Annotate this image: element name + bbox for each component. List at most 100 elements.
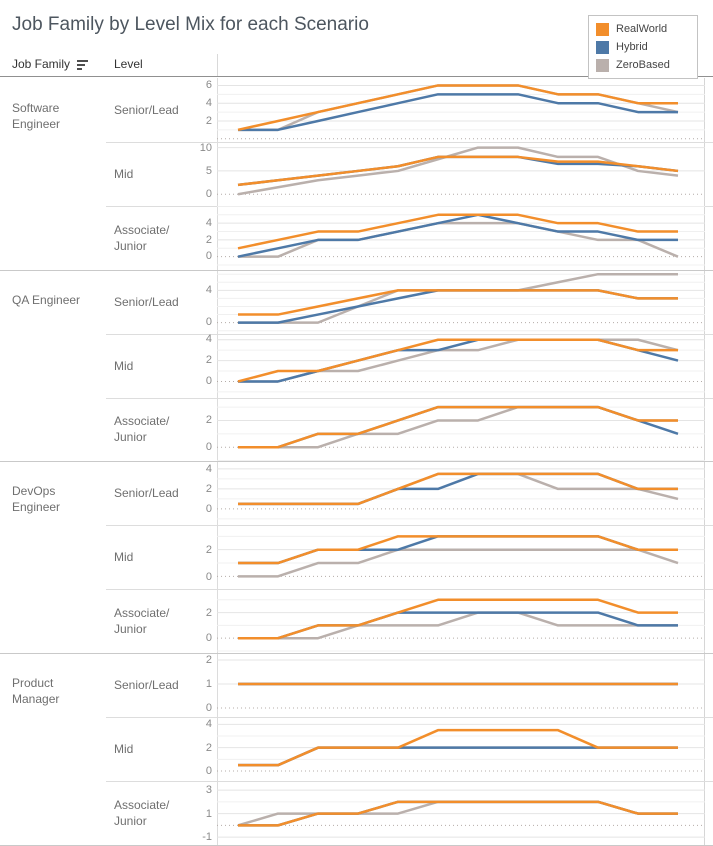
y-axis-tick-label: 0 bbox=[205, 702, 212, 715]
series-line-real-world[interactable] bbox=[238, 598, 678, 640]
y-axis-tick-label: 0 bbox=[205, 765, 212, 778]
series-line-zero-based[interactable] bbox=[238, 548, 679, 578]
series-line-real-world[interactable] bbox=[238, 728, 678, 767]
line-chart-pane bbox=[217, 535, 705, 578]
job-family-column-header[interactable]: Job Family bbox=[12, 57, 89, 71]
level-separator bbox=[106, 780, 713, 782]
y-axis-tick-label: 2 bbox=[205, 483, 212, 496]
series-line-zero-based[interactable] bbox=[238, 746, 678, 767]
series-line-real-world[interactable] bbox=[238, 288, 678, 316]
sort-descending-icon[interactable] bbox=[77, 59, 89, 70]
panel-row: Mid 0 2 4 bbox=[0, 333, 713, 398]
legend-label: RealWorld bbox=[616, 23, 668, 35]
level-separator bbox=[106, 525, 713, 527]
series-line-real-world[interactable] bbox=[238, 800, 678, 827]
legend-swatch-realworld bbox=[596, 22, 609, 36]
level-label: Mid bbox=[114, 358, 134, 373]
y-axis-tick-label: 4 bbox=[205, 216, 212, 229]
series-line-zero-based[interactable] bbox=[238, 405, 678, 448]
series-line-hybrid[interactable] bbox=[238, 93, 678, 132]
line-chart-pane bbox=[217, 146, 705, 196]
series-line-zero-based[interactable] bbox=[237, 146, 679, 196]
panel-row: DevOps Engineer Senior/Lead 0 2 4 bbox=[0, 461, 713, 525]
level-label: Senior/Lead bbox=[114, 102, 179, 117]
y-axis-tick-label: 1 bbox=[205, 807, 212, 820]
y-axis-tick-label: 5 bbox=[205, 164, 212, 177]
level-separator bbox=[106, 717, 713, 719]
y-axis-tick-label: 0 bbox=[205, 503, 212, 516]
level-label: Senior/Lead bbox=[114, 486, 179, 501]
line-chart-pane bbox=[217, 789, 705, 838]
series-line-real-world[interactable] bbox=[238, 405, 678, 448]
panel-row: QA Engineer Senior/Lead 0 4 bbox=[0, 269, 713, 334]
y-axis-tick-label: 2 bbox=[205, 233, 212, 246]
level-label: Mid bbox=[114, 550, 134, 565]
y-axis-tick-label: 0 bbox=[205, 250, 212, 263]
y-axis-tick-label: 2 bbox=[205, 741, 212, 754]
y-axis-ticks: 0 2 4 bbox=[150, 333, 212, 398]
job-family-separator bbox=[0, 461, 713, 463]
level-label: Senior/Lead bbox=[114, 294, 179, 309]
y-axis-tick-label: 2 bbox=[205, 114, 212, 127]
chart-title: Job Family by Level Mix for each Scenari… bbox=[12, 14, 369, 35]
y-axis-tick-label: 4 bbox=[205, 718, 212, 731]
job-family-label: Product Manager bbox=[12, 676, 60, 707]
series-line-hybrid[interactable] bbox=[238, 405, 679, 448]
series-line-zero-based[interactable] bbox=[238, 221, 679, 258]
y-axis-tick-label: 2 bbox=[205, 413, 212, 426]
y-axis-ticks: 0 5 10 bbox=[150, 142, 212, 206]
y-axis-tick-label: 4 bbox=[205, 284, 212, 297]
panel-row: Software Engineer Senior/Lead 2 4 6 bbox=[0, 78, 713, 142]
legend-swatch-zerobased bbox=[596, 58, 609, 72]
series-line-real-world[interactable] bbox=[238, 535, 678, 565]
legend-item-zerobased[interactable]: ZeroBased bbox=[596, 56, 690, 74]
job-family-separator bbox=[0, 269, 713, 271]
series-line-hybrid[interactable] bbox=[237, 213, 678, 258]
series-line-zero-based[interactable] bbox=[238, 611, 678, 640]
level-separator bbox=[106, 589, 713, 591]
level-label: Senior/Lead bbox=[114, 678, 179, 693]
legend-item-realworld[interactable]: RealWorld bbox=[596, 20, 690, 38]
level-label: Associate/ Junior bbox=[114, 606, 170, 637]
line-chart-pane bbox=[217, 659, 705, 709]
y-axis-tick-label: 0 bbox=[205, 375, 212, 388]
level-separator bbox=[106, 141, 713, 143]
level-separator bbox=[106, 333, 713, 335]
level-label: Associate/ Junior bbox=[114, 222, 170, 253]
y-axis-tick-label: 0 bbox=[205, 440, 212, 453]
legend: RealWorld Hybrid ZeroBased bbox=[588, 15, 698, 79]
level-header-label: Level bbox=[114, 57, 143, 71]
y-axis-tick-label: 2 bbox=[205, 606, 212, 619]
series-line-real-world[interactable] bbox=[237, 338, 678, 383]
y-axis-ticks: 0 2 4 bbox=[150, 461, 212, 525]
panel-row: Associate/ Junior 0 2 bbox=[0, 397, 713, 462]
level-column-header: Level bbox=[114, 57, 143, 71]
panel-row: Associate/ Junior 0 2 4 bbox=[0, 205, 713, 270]
level-label: Associate/ Junior bbox=[114, 414, 170, 445]
series-line-hybrid[interactable] bbox=[238, 746, 678, 767]
legend-label: Hybrid bbox=[616, 41, 648, 53]
line-chart-pane bbox=[217, 84, 705, 140]
panel-row: Mid 0 5 10 bbox=[0, 142, 713, 206]
series-line-real-world[interactable] bbox=[237, 155, 679, 187]
y-axis-tick-label: 4 bbox=[205, 463, 212, 476]
y-axis-ticks: 0 1 2 bbox=[150, 653, 212, 717]
legend-label: ZeroBased bbox=[616, 59, 670, 71]
series-line-real-world[interactable] bbox=[237, 213, 678, 250]
line-chart-pane bbox=[217, 205, 705, 266]
panel-row: Mid 0 2 bbox=[0, 525, 713, 589]
series-line-real-world[interactable] bbox=[238, 473, 678, 506]
series-line-real-world[interactable] bbox=[237, 84, 678, 132]
y-axis-tick-label: 3 bbox=[205, 784, 212, 797]
y-axis-tick-label: 2 bbox=[205, 544, 212, 557]
legend-item-hybrid[interactable]: Hybrid bbox=[596, 38, 690, 56]
line-chart-pane bbox=[217, 405, 705, 461]
column-headers: Job Family Level bbox=[0, 54, 713, 77]
y-axis-tick-label: 0 bbox=[205, 632, 212, 645]
panel-row: Mid 0 2 4 bbox=[0, 717, 713, 781]
line-chart-pane bbox=[217, 723, 705, 772]
y-axis-tick-label: 10 bbox=[199, 141, 212, 154]
